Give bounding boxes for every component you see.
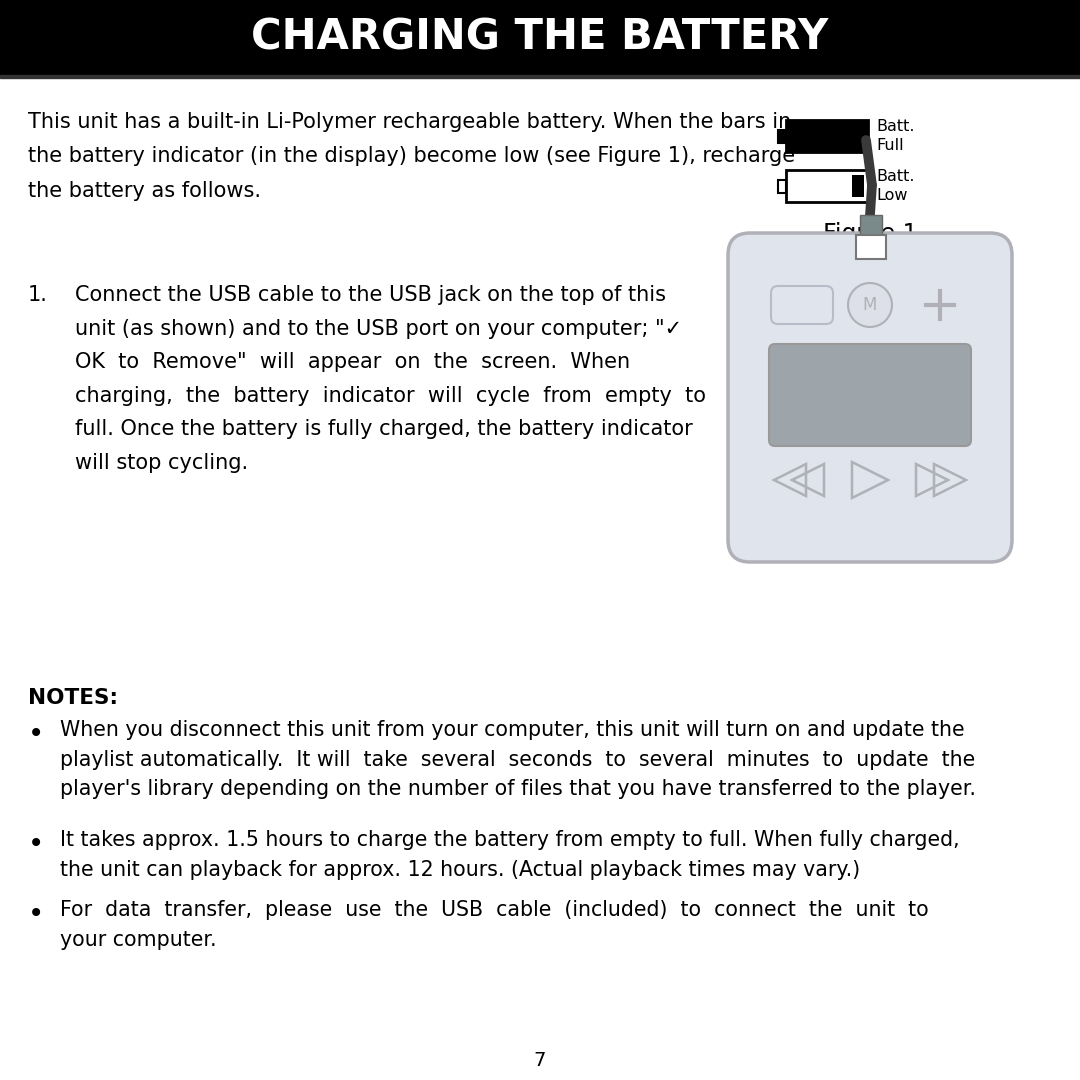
Bar xyxy=(778,180,786,193)
Text: For  data  transfer,  please  use  the  USB  cable  (included)  to  connect  the: For data transfer, please use the USB ca… xyxy=(60,900,929,949)
Text: NOTES:: NOTES: xyxy=(28,688,118,708)
Text: Connect the USB cable to the USB jack on the top of this
unit (as shown) and to : Connect the USB cable to the USB jack on… xyxy=(75,285,706,473)
Text: CHARGING THE BATTERY: CHARGING THE BATTERY xyxy=(252,16,828,58)
Text: This unit has a built-in Li-Polymer rechargeable battery. When the bars in
the b: This unit has a built-in Li-Polymer rech… xyxy=(28,112,795,201)
Bar xyxy=(856,235,886,259)
Text: Batt.
Full: Batt. Full xyxy=(876,119,915,152)
Text: Batt.
Low: Batt. Low xyxy=(876,170,915,203)
Bar xyxy=(0,0,1080,75)
Text: Figure 1: Figure 1 xyxy=(823,222,917,246)
Bar xyxy=(786,120,868,152)
Text: 7: 7 xyxy=(534,1051,546,1069)
Circle shape xyxy=(848,283,892,327)
Text: •: • xyxy=(28,831,44,858)
Text: •: • xyxy=(28,900,44,928)
Text: It takes approx. 1.5 hours to charge the battery from empty to full. When fully : It takes approx. 1.5 hours to charge the… xyxy=(60,831,960,879)
Bar xyxy=(0,75,1080,78)
Bar xyxy=(860,215,882,235)
Bar xyxy=(778,130,786,143)
Text: •: • xyxy=(28,720,44,748)
Bar xyxy=(786,170,868,202)
Text: M: M xyxy=(863,296,877,314)
FancyBboxPatch shape xyxy=(769,345,971,446)
Bar xyxy=(852,175,864,197)
Text: 1.: 1. xyxy=(28,285,48,305)
Text: When you disconnect this unit from your computer, this unit will turn on and upd: When you disconnect this unit from your … xyxy=(60,720,976,799)
FancyBboxPatch shape xyxy=(771,286,833,324)
FancyBboxPatch shape xyxy=(728,233,1012,562)
